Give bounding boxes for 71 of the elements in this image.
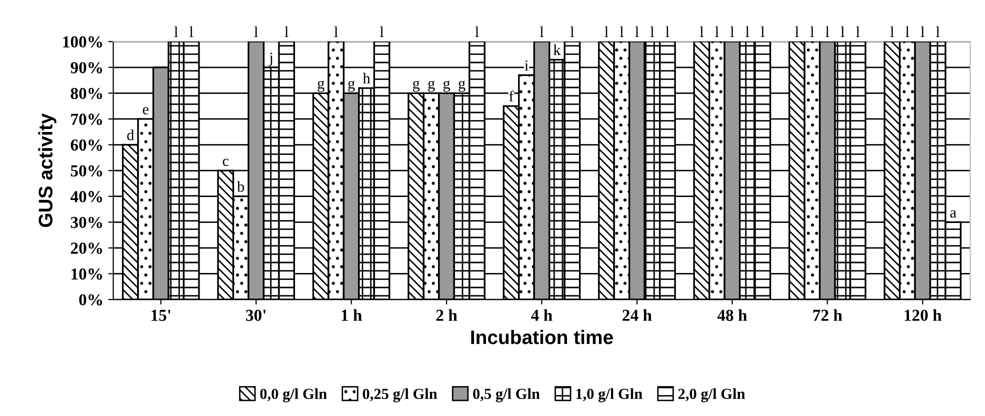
y-tick-label: 20% <box>70 242 102 254</box>
text: l <box>475 26 479 37</box>
legend-label: 0,5 g/l Gln <box>473 388 540 402</box>
text: g <box>428 80 435 92</box>
y-tick-label: 10% <box>72 268 102 280</box>
x-tick-label: 120 h <box>904 309 942 321</box>
text: l <box>810 26 814 37</box>
text: f <box>509 90 514 102</box>
text: k <box>553 44 561 56</box>
text: l <box>174 26 178 37</box>
text: l <box>334 26 338 37</box>
text: b <box>237 181 244 192</box>
y-tick-label: 70% <box>71 114 102 125</box>
text: l <box>620 26 624 37</box>
text: l <box>666 26 670 37</box>
text: l <box>795 26 799 37</box>
legend-label: 2,0 g/l Gln <box>678 388 746 402</box>
text: l <box>760 26 764 37</box>
text: h <box>362 72 370 84</box>
text: l <box>604 26 608 37</box>
text: l <box>570 26 574 37</box>
legend-label: 0,0 g/l Gln <box>260 388 327 402</box>
y-tick-label: 90% <box>70 62 102 74</box>
x-tick-label: 24 h <box>622 309 652 321</box>
legend-label: 1,0 g/l Gln <box>576 388 642 402</box>
text: g <box>458 80 466 92</box>
text: l <box>700 26 704 37</box>
y-axis-title: GUS activity <box>38 113 56 228</box>
text: l <box>190 26 194 37</box>
text: l <box>906 26 910 37</box>
y-tick-label: 80% <box>70 88 102 100</box>
text: i <box>524 60 528 70</box>
text: l <box>540 26 544 37</box>
text: d <box>127 130 134 140</box>
text: l <box>856 26 860 37</box>
x-tick-label: 30' <box>246 310 266 321</box>
text: l <box>715 26 719 37</box>
x-tick-label: 1 h <box>342 309 362 321</box>
text: g <box>318 80 324 92</box>
y-tick-label: 40% <box>70 191 102 202</box>
x-tick-label: 15' <box>152 310 170 321</box>
text: l <box>936 26 940 37</box>
y-tick-label: 30% <box>70 216 102 228</box>
text: g <box>443 80 450 92</box>
text: g <box>348 80 355 92</box>
text: l <box>650 26 654 37</box>
text: l <box>730 26 734 37</box>
text: g <box>412 80 420 92</box>
text: c <box>222 158 229 166</box>
text: a <box>950 210 956 218</box>
text: l <box>826 26 830 37</box>
x-axis-title: Incubation time <box>471 330 613 344</box>
legend-label: 0,25 g/l Gln <box>362 388 438 402</box>
text: l <box>746 26 750 37</box>
y-tick-label: 100% <box>63 36 102 48</box>
text: l <box>380 26 384 37</box>
text: l <box>254 26 258 37</box>
text: l <box>284 26 288 37</box>
text: l <box>840 26 844 37</box>
text: l <box>635 26 639 37</box>
y-tick-label: 50% <box>70 165 102 177</box>
x-tick-label: 4 h <box>531 309 552 321</box>
text: e <box>142 107 149 114</box>
text: l <box>890 26 894 37</box>
y-tick-label: 0% <box>79 294 102 306</box>
x-tick-label: 48 h <box>717 309 747 321</box>
text: j <box>268 52 272 66</box>
y-tick-label: 60% <box>70 139 102 151</box>
x-tick-label: 72 h <box>813 309 842 321</box>
x-tick-label: 2 h <box>436 309 458 321</box>
text: l <box>920 26 924 37</box>
